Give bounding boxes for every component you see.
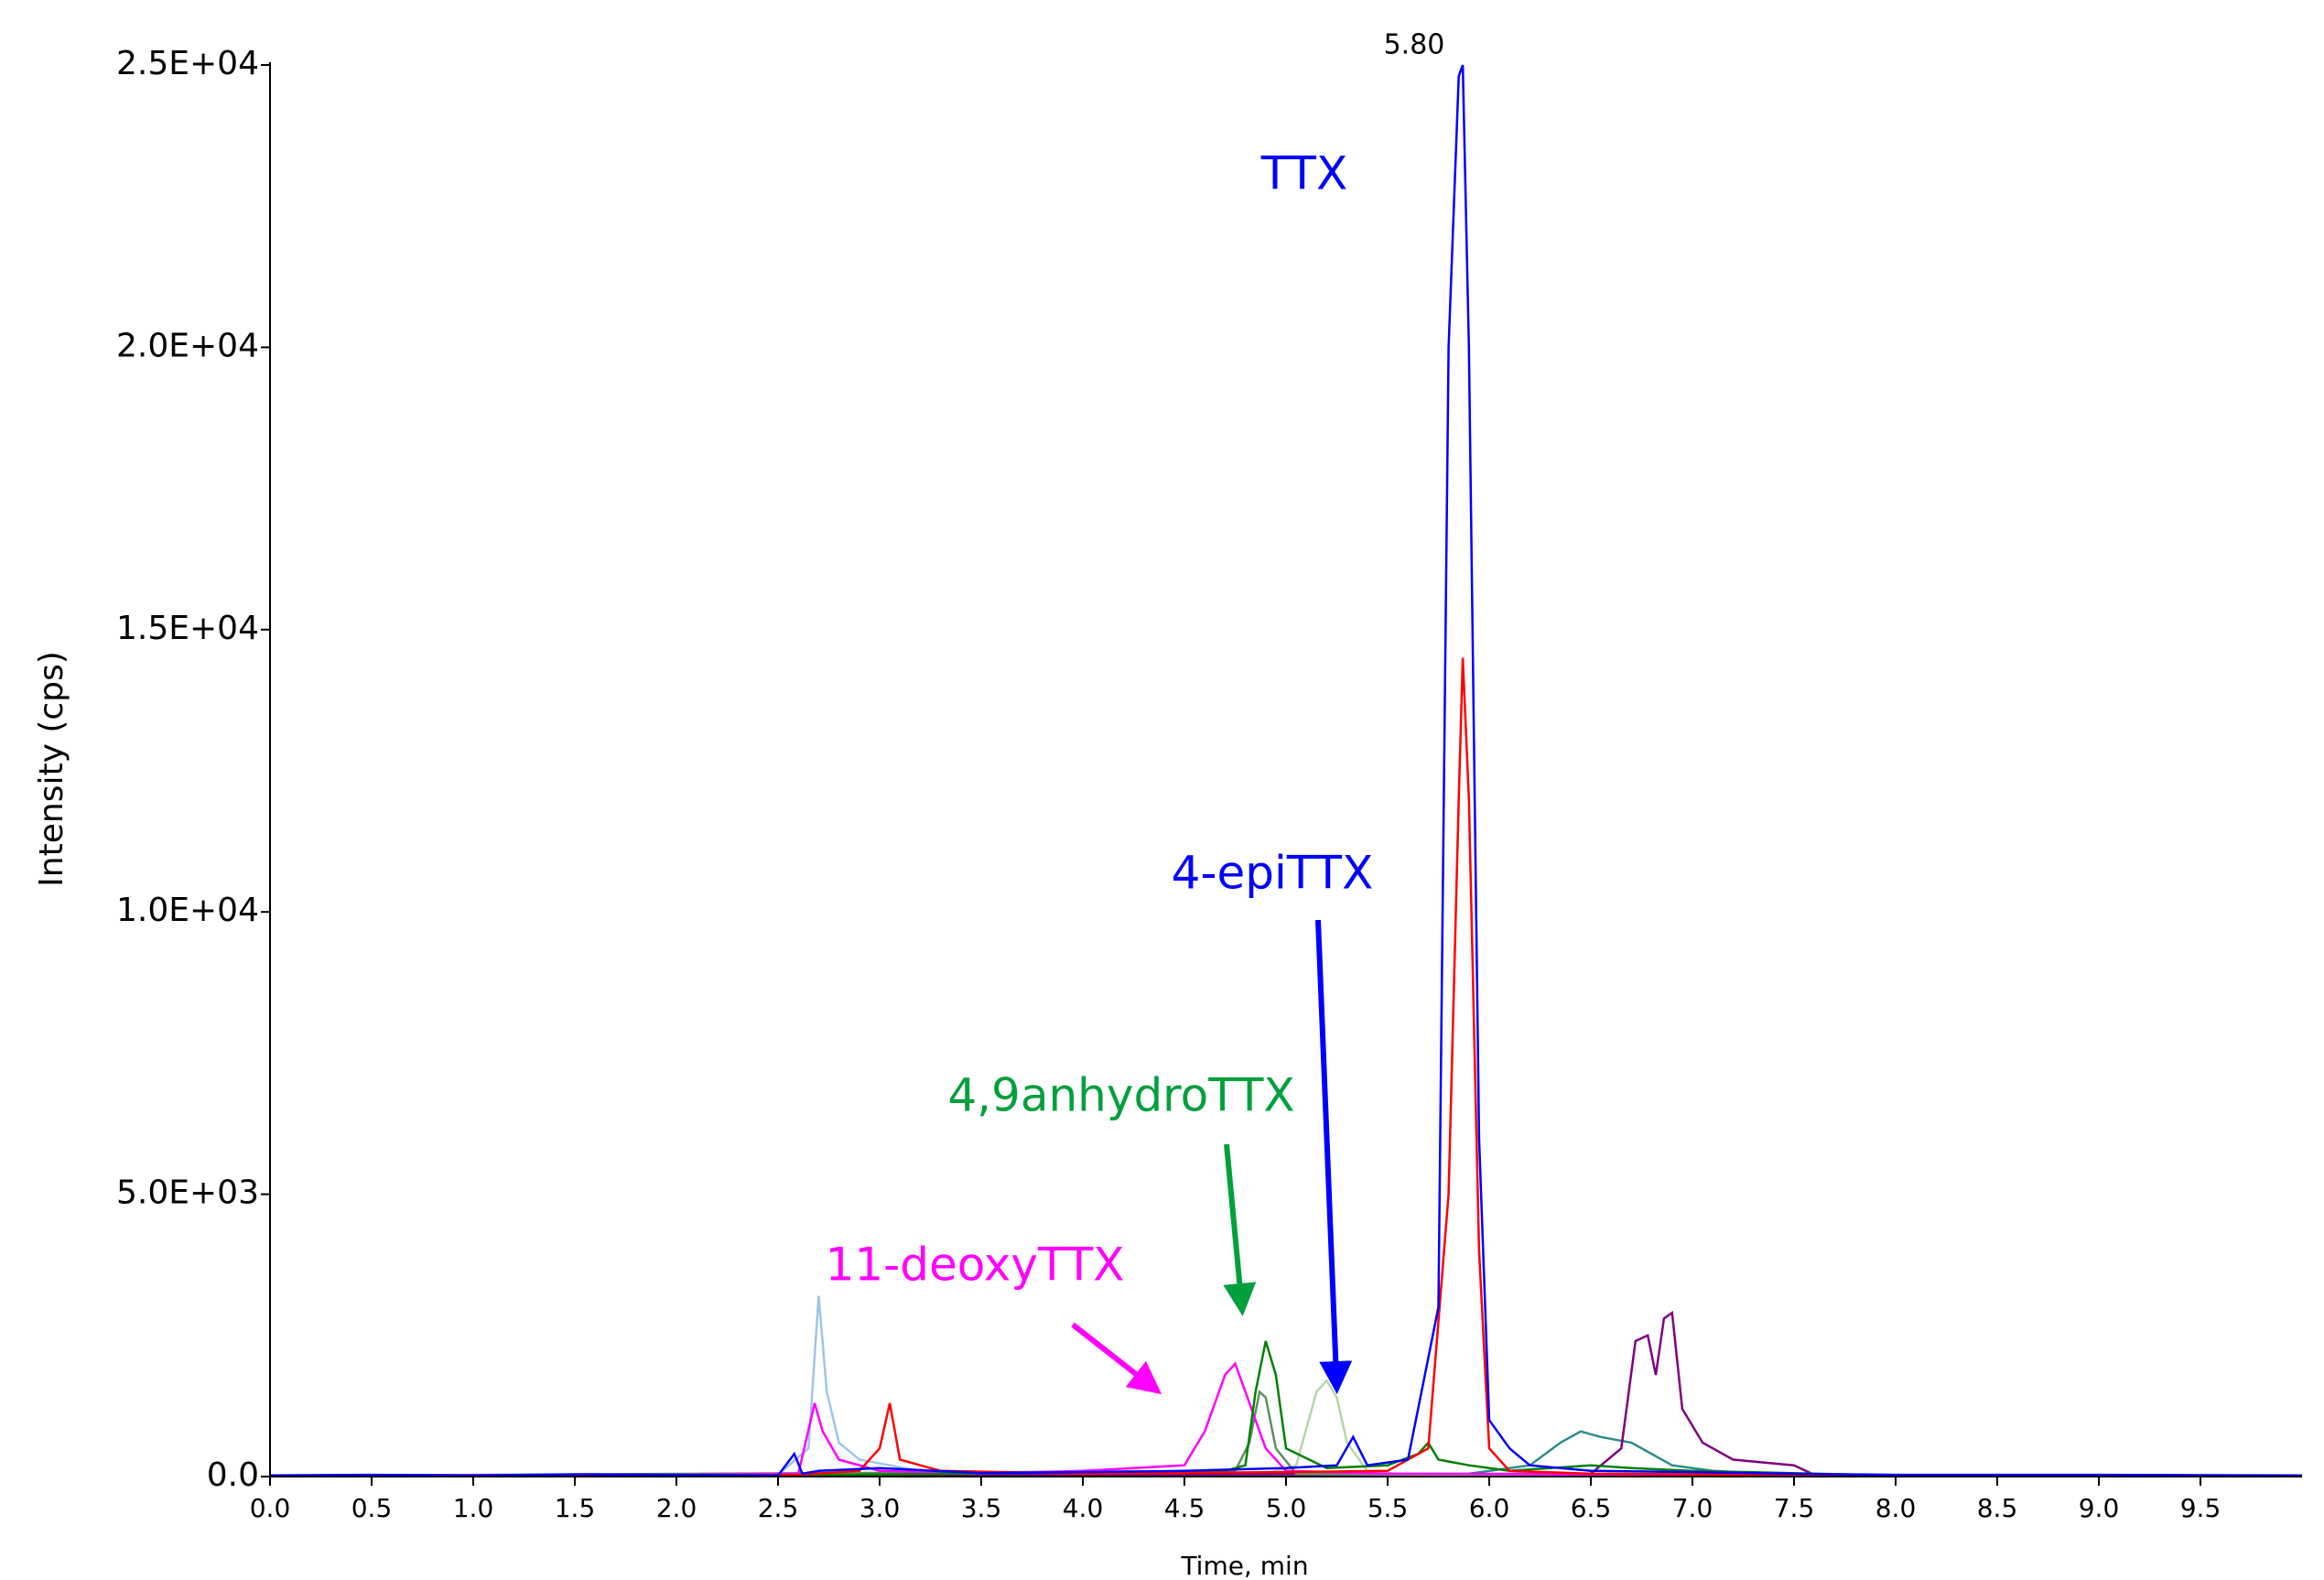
x-tick-label: 7.5 xyxy=(1774,1493,1815,1523)
x-tick-label: 9.0 xyxy=(2079,1493,2120,1523)
y-tick-label: 2.5E+04 xyxy=(116,45,259,82)
annotation: 11-deoxyTTX xyxy=(826,1239,1125,1292)
trace xyxy=(269,1390,2303,1477)
arrow xyxy=(1071,1322,1162,1395)
x-tick-label: 0.0 xyxy=(250,1493,291,1523)
trace xyxy=(269,1310,2303,1477)
y-axis-title: Intensity (cps) xyxy=(33,651,70,887)
arrow xyxy=(1315,919,1353,1394)
x-tick-label: 1.0 xyxy=(453,1493,494,1523)
x-tick-label: 3.0 xyxy=(859,1493,901,1523)
y-tick-label: 2.0E+04 xyxy=(116,327,259,364)
annotation: TTX xyxy=(1260,147,1347,200)
plot-lines xyxy=(269,64,2303,1477)
x-tick-label: 2.5 xyxy=(758,1493,799,1523)
x-tick-label: 8.0 xyxy=(1875,1493,1917,1523)
x-tick-label: 6.5 xyxy=(1571,1493,1612,1523)
x-tick-label: 5.0 xyxy=(1266,1493,1307,1523)
trace xyxy=(269,657,2303,1477)
y-tick-label: 1.5E+04 xyxy=(116,610,259,647)
x-tick-label: 6.0 xyxy=(1469,1493,1510,1523)
y-tick-label: 5.0E+03 xyxy=(116,1174,259,1212)
x-axis-title: Time, min xyxy=(1180,1551,1308,1580)
x-tick-label: 7.0 xyxy=(1672,1493,1713,1523)
trace xyxy=(269,1361,2303,1477)
x-tick-label: 1.5 xyxy=(555,1493,596,1523)
arrow xyxy=(1223,1143,1257,1316)
trace xyxy=(269,64,2303,1477)
x-tick-label: 4.0 xyxy=(1063,1493,1104,1523)
x-tick-label: 4.5 xyxy=(1164,1493,1205,1523)
x-tick-label: 9.5 xyxy=(2180,1493,2221,1523)
x-tick-label: 8.5 xyxy=(1977,1493,2018,1523)
annotation: 4,9anhydroTTX xyxy=(947,1069,1294,1122)
x-tick-label: 0.5 xyxy=(351,1493,393,1523)
y-tick-label: 0.0 xyxy=(207,1456,259,1494)
trace xyxy=(269,1340,2303,1477)
y-tick-label: 1.0E+04 xyxy=(116,892,259,929)
annotation: 4-epiTTX xyxy=(1172,847,1374,900)
x-tick-label: 5.5 xyxy=(1367,1493,1409,1523)
x-tick-label: 3.5 xyxy=(961,1493,1002,1523)
annotation: 5.80 xyxy=(1384,29,1445,61)
x-tick-label: 2.0 xyxy=(656,1493,697,1523)
